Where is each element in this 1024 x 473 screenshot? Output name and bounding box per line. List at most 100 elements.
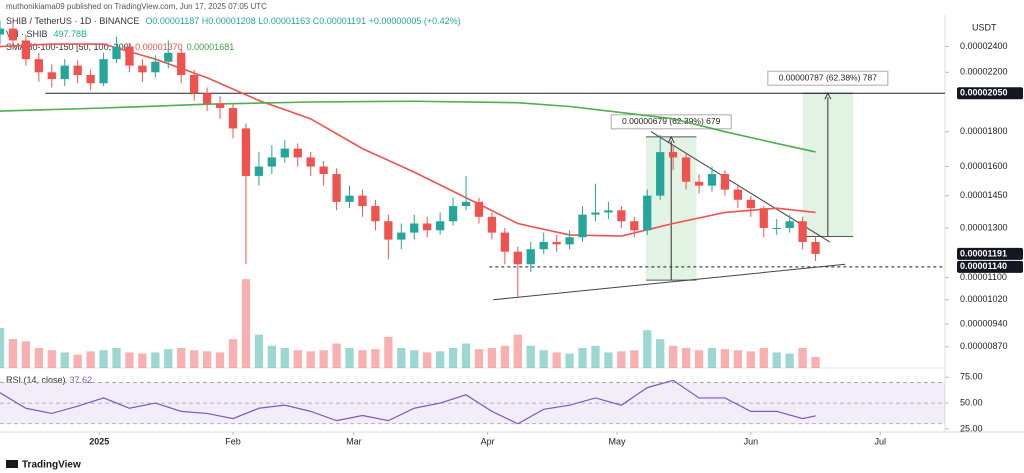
volume-bar [604, 352, 613, 368]
candle-body [99, 59, 108, 84]
volume-bar [694, 350, 704, 368]
candle-body [630, 221, 639, 231]
candle-body [474, 201, 484, 217]
volume-bar [591, 345, 600, 368]
candle-body [733, 189, 743, 200]
candle-body [345, 195, 354, 202]
brand-name: TradingView [22, 460, 81, 471]
x-tick-label: Apr [481, 436, 495, 446]
measure-label: 0.00000787 (62.38%) 787 [779, 72, 878, 82]
candle-body [177, 52, 186, 76]
y-tick-label: 0.00001100 [960, 272, 1007, 282]
candle-body [656, 152, 665, 196]
volume-bar [410, 350, 419, 368]
y-tick-label: 0.00000940 [960, 318, 1008, 328]
y-tick-label: 0.00002400 [960, 41, 1008, 51]
volume-last: 497.78B [54, 29, 88, 39]
brand: TradingView [6, 460, 81, 471]
candle-body [21, 40, 31, 60]
volume-bar [461, 343, 471, 368]
rsi-tick-label: 75.00 [960, 372, 983, 382]
candle-body [0, 28, 5, 35]
price-label-box [957, 260, 1023, 273]
candle-body [47, 72, 56, 80]
candle-body [138, 65, 147, 73]
rsi-tick-label: 50.00 [960, 397, 983, 407]
x-tick-label: Jul [875, 436, 887, 446]
y-tick-label: 0.00001300 [960, 222, 1008, 232]
price-label-box [957, 87, 1023, 100]
candle-body [578, 214, 587, 238]
legend-volume-line: Vol · SHIB 497.78B [6, 29, 87, 39]
y-tick-label: 0.00001600 [960, 161, 1008, 171]
brand-logo [6, 460, 18, 468]
volume-bar [772, 352, 781, 368]
candle-body [86, 75, 95, 84]
volume-bar [125, 352, 134, 368]
candle-body [410, 223, 419, 233]
volume-bar [112, 348, 121, 368]
candle-body [435, 221, 445, 231]
candle-body [500, 232, 510, 252]
volume-bar [681, 348, 691, 368]
volume-bar [759, 348, 768, 368]
volume-bar [358, 350, 367, 368]
sma-200-last: 0.00001681 [187, 42, 235, 52]
volume-bar [202, 351, 212, 368]
volume-bar [526, 345, 535, 368]
measure-arrowhead [667, 135, 675, 144]
volume-bar [733, 350, 743, 368]
x-tick-label: 2025 [89, 436, 109, 446]
candle-body [73, 65, 82, 76]
candle-body [125, 46, 134, 66]
volume-bar [47, 350, 56, 368]
volume-bar [423, 352, 432, 368]
measure-label: 0.00000679 (62.39%) 679 [622, 116, 721, 126]
x-tick-label: Jun [744, 436, 759, 446]
candle-body [202, 93, 212, 104]
volume-bar [656, 339, 665, 368]
rsi-name: RSI (14, close) [6, 375, 66, 385]
candle-body [280, 148, 289, 158]
candle-body [785, 221, 794, 228]
candle-body [694, 181, 704, 186]
candle-body [669, 152, 678, 158]
volume-bar [138, 353, 147, 368]
candle-body [164, 52, 173, 62]
volume-bar [448, 348, 458, 368]
volume-bar [798, 348, 807, 368]
volume-bar [306, 351, 315, 368]
sma-line [0, 43, 816, 237]
price-label: 0.00001191 [960, 248, 1007, 258]
candle-body [112, 46, 121, 60]
candle-body [397, 232, 406, 240]
plot-area: 0.00000679 (62.39%) 679 0.00000787 (62.38… [0, 20, 945, 368]
volume-bar [487, 348, 497, 368]
price-label-box [957, 247, 1023, 260]
candle-body [461, 201, 471, 207]
volume-name: Vol · SHIB [6, 29, 48, 39]
candle-body [215, 103, 225, 108]
candle-body [34, 59, 43, 73]
y-tick-label: 0.00000870 [960, 341, 1008, 351]
volume-bar [513, 334, 522, 368]
candle-body [241, 128, 251, 176]
volume-bar [190, 350, 199, 368]
x-tick-label: Feb [225, 436, 241, 446]
volume-bar [669, 345, 678, 368]
candle-body [190, 75, 199, 94]
volume-bar [474, 349, 484, 368]
candle-body [604, 210, 613, 213]
volume-bar [177, 348, 186, 368]
y-tick-label: 0.00001020 [960, 294, 1008, 304]
candle-body [358, 195, 367, 207]
volume-bar [371, 349, 380, 368]
candle-body [151, 61, 160, 73]
volume-bar [578, 348, 587, 368]
ohlc-values: O0.00001187 H0.00001208 L0.00001163 C0.0… [145, 16, 460, 26]
symbol: SHIB / TetherUS · 1D · BINANCE [6, 16, 139, 26]
legend-rsi-line: RSI (14, close) 37.62 [6, 375, 92, 385]
volume-bar [720, 349, 730, 368]
